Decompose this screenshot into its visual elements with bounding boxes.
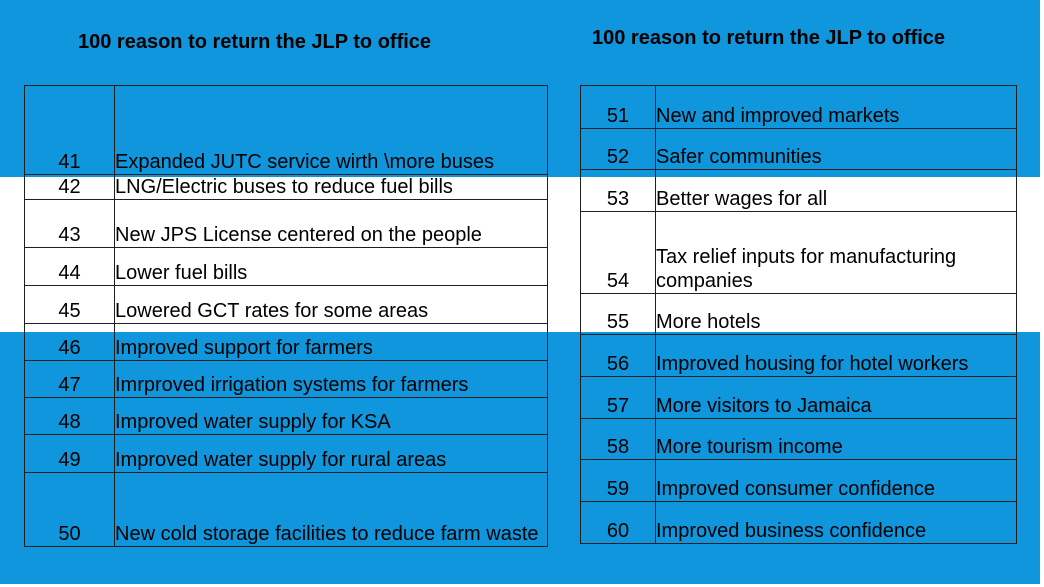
item-text: Improved consumer confidence: [655, 459, 1017, 502]
right-edge: [1040, 0, 1044, 587]
item-number: 49: [24, 434, 115, 473]
item-text: More hotels: [655, 293, 1017, 335]
item-text: New cold storage facilities to reduce fa…: [114, 472, 548, 547]
table-row: 42 LNG/Electric buses to reduce fuel bil…: [24, 174, 548, 200]
item-text: Improved water supply for rural areas: [114, 434, 548, 473]
table-row: 44 Lower fuel bills: [24, 247, 548, 286]
item-text: New JPS License centered on the people: [114, 199, 548, 248]
item-text: Improved support for farmers: [114, 323, 548, 361]
table-row: 58 More tourism income: [580, 418, 1017, 460]
table-row: 56 Improved housing for hotel workers: [580, 334, 1017, 377]
table-row: 50 New cold storage facilities to reduce…: [24, 472, 548, 547]
item-number: 45: [24, 285, 115, 324]
item-text: Improved housing for hotel workers: [655, 334, 1017, 377]
left-reasons-table: 41 Expanded JUTC service wirth \more bus…: [24, 85, 548, 547]
table-row: 45 Lowered GCT rates for some areas: [24, 285, 548, 324]
table-row: 51 New and improved markets: [580, 85, 1017, 129]
table-row: 59 Improved consumer confidence: [580, 459, 1017, 502]
item-number: 42: [24, 174, 115, 200]
item-text: Lowered GCT rates for some areas: [114, 285, 548, 324]
bottom-edge: [0, 584, 1044, 587]
item-number: 60: [580, 501, 656, 544]
right-reasons-table: 51 New and improved markets 52 Safer com…: [580, 85, 1017, 544]
item-number: 48: [24, 397, 115, 435]
item-text: More tourism income: [655, 418, 1017, 460]
item-text: New and improved markets: [655, 85, 1017, 129]
item-number: 44: [24, 247, 115, 286]
right-title: 100 reason to return the JLP to office: [592, 27, 946, 49]
item-text: Better wages for all: [655, 169, 1017, 212]
left-title: 100 reason to return the JLP to office: [78, 31, 432, 53]
item-number: 41: [24, 85, 115, 175]
table-row: 57 More visitors to Jamaica: [580, 376, 1017, 419]
table-row: 49 Improved water supply for rural areas: [24, 434, 548, 473]
item-number: 53: [580, 169, 656, 212]
item-number: 54: [580, 211, 656, 294]
item-number: 43: [24, 199, 115, 248]
table-row: 60 Improved business confidence: [580, 501, 1017, 544]
table-row: 43 New JPS License centered on the peopl…: [24, 199, 548, 248]
item-number: 57: [580, 376, 656, 419]
item-number: 46: [24, 323, 115, 361]
item-number: 58: [580, 418, 656, 460]
table-row: 52 Safer communities: [580, 128, 1017, 170]
table-row: 53 Better wages for all: [580, 169, 1017, 212]
item-text: LNG/Electric buses to reduce fuel bills: [114, 174, 548, 200]
item-number: 51: [580, 85, 656, 129]
item-text: Lower fuel bills: [114, 247, 548, 286]
item-text: Improved water supply for KSA: [114, 397, 548, 435]
item-number: 55: [580, 293, 656, 335]
table-row: 46 Improved support for farmers: [24, 323, 548, 361]
item-text: Expanded JUTC service wirth \more buses: [114, 85, 548, 175]
item-text: More visitors to Jamaica: [655, 376, 1017, 419]
item-number: 59: [580, 459, 656, 502]
table-row: 47 Imrproved irrigation systems for farm…: [24, 360, 548, 398]
item-text: Improved business confidence: [655, 501, 1017, 544]
table-row: 41 Expanded JUTC service wirth \more bus…: [24, 85, 548, 175]
item-text: Imrproved irrigation systems for farmers: [114, 360, 548, 398]
table-row: 48 Improved water supply for KSA: [24, 397, 548, 435]
item-number: 52: [580, 128, 656, 170]
item-number: 47: [24, 360, 115, 398]
item-text: Safer communities: [655, 128, 1017, 170]
item-number: 56: [580, 334, 656, 377]
table-row: 54 Tax relief inputs for manufacturing c…: [580, 211, 1017, 294]
item-number: 50: [24, 472, 115, 547]
table-row: 55 More hotels: [580, 293, 1017, 335]
item-text: Tax relief inputs for manufacturing comp…: [655, 211, 1017, 294]
